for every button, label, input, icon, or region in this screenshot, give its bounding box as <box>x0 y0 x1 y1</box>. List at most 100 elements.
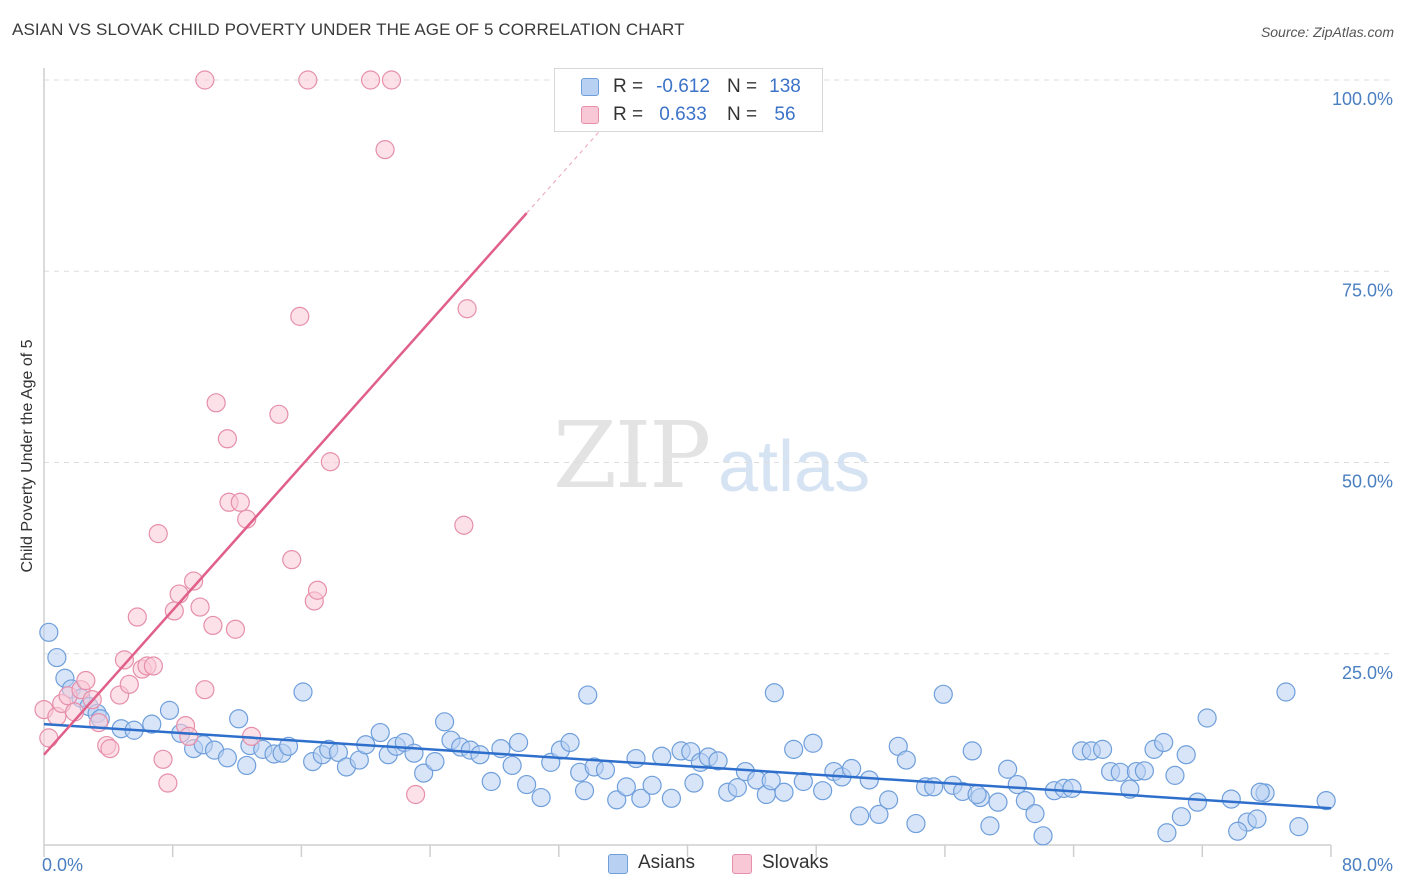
slovak-point <box>206 393 226 413</box>
asian-point <box>906 813 926 834</box>
r-value: 0.633 <box>659 104 707 125</box>
slovak-point <box>158 773 178 793</box>
slovak-swatch <box>732 854 752 874</box>
asian-swatch <box>608 854 628 874</box>
slovak-point <box>76 670 96 691</box>
slovak-points <box>34 70 477 805</box>
asian-point <box>1289 817 1309 837</box>
r-label: R = <box>613 76 644 97</box>
slovak-point <box>454 515 474 535</box>
asian-point <box>159 700 180 720</box>
asian-point <box>607 790 627 810</box>
slovak-point <box>184 571 204 591</box>
slovak-point <box>100 739 120 759</box>
asian-point <box>793 771 813 792</box>
asian-point <box>434 712 455 732</box>
asian-point <box>774 782 794 802</box>
legend-row-asians: R = -0.612 N = 138 <box>555 73 822 101</box>
asian-point <box>574 781 595 801</box>
asian-point <box>293 682 313 702</box>
source-label: Source: ZipAtlas.com <box>1260 24 1394 40</box>
asian-point <box>1157 823 1177 843</box>
slovak-point <box>195 70 215 90</box>
asian-point <box>626 748 646 769</box>
asian-point <box>933 684 953 704</box>
asian-trend-line <box>43 722 1332 810</box>
asian-point <box>661 788 682 808</box>
slovak-point <box>230 492 250 512</box>
asian-point <box>962 741 982 761</box>
slovak-point <box>375 140 395 160</box>
asian-point <box>684 773 704 793</box>
slovak-swatch <box>581 106 599 124</box>
asian-point <box>1134 761 1154 781</box>
r-value: -0.612 <box>656 76 710 97</box>
slovak-point <box>307 580 328 600</box>
asian-point <box>988 792 1008 812</box>
asian-point <box>1062 778 1082 798</box>
slovak-point <box>225 619 246 639</box>
asian-point <box>217 748 237 768</box>
tick-labels: 25.0% 50.0% 75.0% 100.0% 0.0% 80.0% <box>42 89 1393 875</box>
asian-point <box>1316 791 1336 811</box>
asian-point <box>642 775 662 795</box>
asian-point <box>1221 789 1241 809</box>
asian-point <box>1247 809 1267 829</box>
trend-lines <box>43 126 1332 810</box>
slovak-point <box>381 70 402 90</box>
asian-point <box>1092 739 1113 759</box>
legend-label-asians: Asians <box>638 852 696 873</box>
asian-point <box>1007 774 1027 795</box>
slovak-point <box>269 404 289 424</box>
y-tick-label: 100.0% <box>1332 89 1393 109</box>
slovak-point <box>320 452 340 472</box>
asian-point <box>1015 791 1035 811</box>
asian-point <box>1165 765 1185 785</box>
legend-row-slovaks: R = 0.633 N = 56 <box>555 101 822 129</box>
slovak-point <box>39 728 59 748</box>
slovak-trend-line <box>43 212 528 756</box>
n-value: 138 <box>769 76 801 97</box>
asian-point <box>869 804 889 825</box>
asian-point <box>727 778 747 798</box>
asian-point <box>761 771 781 791</box>
asian-point <box>784 739 804 759</box>
asian-point <box>998 759 1018 779</box>
asian-point <box>1228 821 1248 841</box>
slovak-point <box>203 615 223 636</box>
asian-point <box>237 755 257 776</box>
asian-point <box>631 788 651 808</box>
asian-point <box>595 760 616 780</box>
slovak-point <box>114 650 135 670</box>
slovak-point <box>290 306 310 326</box>
asian-point <box>1154 732 1174 753</box>
slovak-point <box>143 656 163 676</box>
asian-point <box>1171 807 1191 827</box>
asian-point <box>803 733 823 753</box>
asian-point <box>878 790 899 810</box>
slovak-point <box>119 674 139 694</box>
slovak-point <box>217 429 237 449</box>
asian-point <box>616 777 636 797</box>
n-value: 56 <box>774 104 796 125</box>
asian-point <box>481 771 501 792</box>
asian-point <box>578 685 598 705</box>
asian-point <box>278 736 299 756</box>
asian-point <box>39 622 59 642</box>
asian-point <box>980 816 1000 836</box>
series-legend: Asians Slovaks <box>0 852 1406 878</box>
asian-point <box>859 770 879 790</box>
asian-points <box>39 622 1336 846</box>
asian-point <box>229 709 249 729</box>
watermark-atlas: atlas <box>718 427 871 507</box>
correlation-legend: R = -0.612 N = 138 R = 0.633 N = 56 <box>554 68 823 132</box>
grid-lines <box>44 79 1392 655</box>
slovak-point <box>298 70 318 90</box>
asian-swatch <box>581 78 599 96</box>
asian-point <box>1187 792 1208 812</box>
asian-point <box>813 781 833 801</box>
asian-point <box>414 763 434 783</box>
y-tick-label: 75.0% <box>1342 280 1393 300</box>
asian-point <box>47 647 67 668</box>
asian-point <box>1025 804 1045 824</box>
